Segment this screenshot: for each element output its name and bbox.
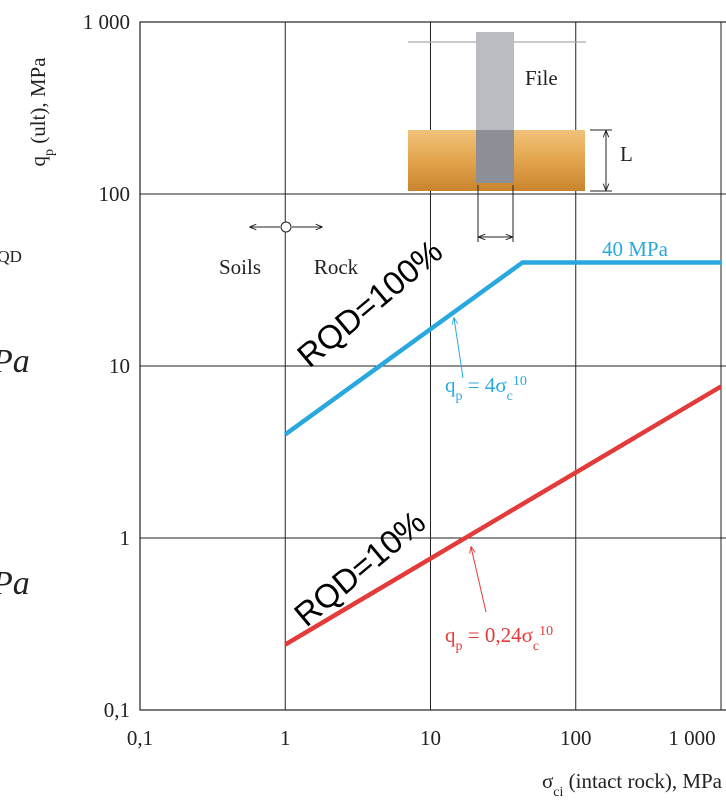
formula-part: c xyxy=(533,639,539,654)
pile-embedded xyxy=(476,130,514,183)
x-axis-label-part: ci xyxy=(553,785,563,800)
x-tick-label: 10 xyxy=(420,726,441,750)
formula-part: p xyxy=(456,639,463,654)
cap-label: 40 MPa xyxy=(602,237,669,261)
y-tick-label: 1 xyxy=(120,526,131,550)
pile-diagram xyxy=(250,32,612,613)
formula-part: = 0,24σ xyxy=(463,623,533,647)
cut-text: RQD xyxy=(0,247,22,266)
grid xyxy=(139,21,726,711)
formula-part: 10 xyxy=(539,624,553,639)
data-line xyxy=(283,260,721,437)
pointer xyxy=(471,547,487,613)
boundary-marker xyxy=(280,221,292,233)
y-axis-label-part: (ult), MPa xyxy=(26,57,50,149)
y-tick-label: 10 xyxy=(109,354,130,378)
x-axis-label: σci (intact rock), MPa xyxy=(542,769,723,800)
x-tick-label: 1 000 xyxy=(668,726,715,750)
formula: qp = 0,24σc10 xyxy=(445,623,553,654)
formula-part: = 4σ xyxy=(463,373,507,397)
formula-part: q xyxy=(445,623,456,647)
x-tick-label: 100 xyxy=(560,726,592,750)
y-tick-label: 0,1 xyxy=(104,698,130,722)
y-axis-label-part: q xyxy=(26,156,50,167)
rqd-100-label: RQD=100% xyxy=(290,232,449,374)
formula-part: c xyxy=(507,389,513,404)
formula-part: 10 xyxy=(513,374,527,389)
y-tick-label: 100 xyxy=(99,182,131,206)
cut-text: Pa xyxy=(0,343,30,380)
x-tick-label: 0,1 xyxy=(127,726,153,750)
formula: qp = 4σc10 xyxy=(445,373,527,404)
x-axis-label-part: (intact rock), MPa xyxy=(563,769,722,793)
y-tick-label: 1 000 xyxy=(83,10,130,34)
formula-part: p xyxy=(456,389,463,404)
x-axis-label-part: σ xyxy=(542,769,553,793)
cut-text: Pa xyxy=(0,565,30,602)
pointer xyxy=(454,318,464,379)
rock-label: Rock xyxy=(314,255,359,279)
formula-part: q xyxy=(445,373,456,397)
length-label: L xyxy=(620,142,633,166)
data-line xyxy=(284,384,723,647)
y-axis-label: qp (ult), MPa xyxy=(26,57,57,167)
soils-label: Soils xyxy=(219,255,261,279)
y-axis-label-part: p xyxy=(42,149,57,156)
x-tick-label: 1 xyxy=(280,726,291,750)
pile-label: File xyxy=(525,66,558,90)
